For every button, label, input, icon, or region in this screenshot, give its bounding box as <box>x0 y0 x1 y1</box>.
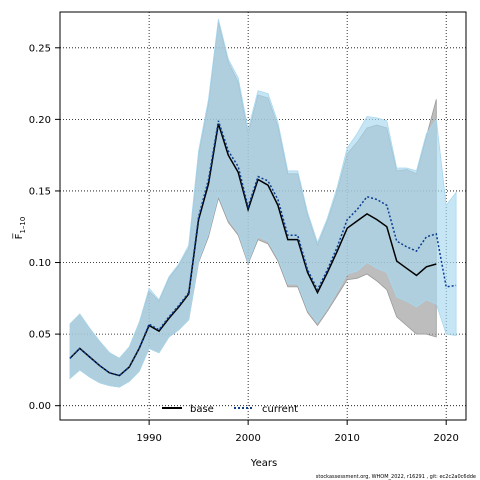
y-tick-label: 0.00 <box>29 401 51 412</box>
series-lines <box>69 120 457 377</box>
y-tick-label: 0.25 <box>29 43 51 54</box>
plot-frame <box>59 11 467 421</box>
x-tick-label: 2020 <box>433 433 458 444</box>
legend-label-base: base <box>190 404 214 415</box>
y-tick-label: 0.20 <box>29 115 51 126</box>
y-tick-label: 0.10 <box>29 258 51 269</box>
y-tick-label: 0.15 <box>29 186 51 197</box>
legend-label-current: current <box>262 404 298 415</box>
x-tick-label: 2000 <box>235 433 260 444</box>
y-tick-label: 0.05 <box>29 330 51 341</box>
series-line-current <box>69 120 457 377</box>
x-tick-label: 2010 <box>334 433 359 444</box>
svg-text:F̅1–10: F̅1–10 <box>12 217 27 240</box>
confidence-band-current <box>69 19 457 388</box>
series-line-base <box>69 123 437 377</box>
y-axis-label-subscript: 1–10 <box>19 217 27 234</box>
x-tick-label: 1990 <box>136 433 161 444</box>
y-axis-label-group: F̅1–10 <box>12 217 27 240</box>
confidence-bands <box>69 19 457 388</box>
legend: base current <box>162 404 298 415</box>
y-axis: 0.00 0.05 0.10 0.15 0.20 0.25 <box>29 43 60 412</box>
y-axis-label: F̅ <box>12 233 25 240</box>
x-axis: 1990 2000 2010 2020 <box>136 420 459 444</box>
x-axis-label: Years <box>250 458 277 469</box>
footer-text: stockassessment.org, WHOM_2022, r16291 ,… <box>316 474 476 480</box>
